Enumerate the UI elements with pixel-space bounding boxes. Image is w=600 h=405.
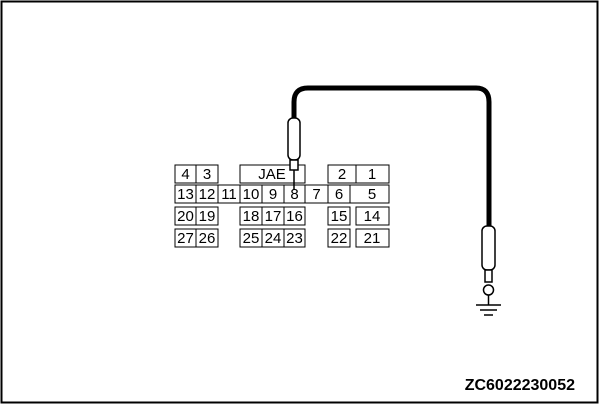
connector-face [174, 164, 390, 248]
pin-label-20: 20 [177, 208, 194, 225]
pin-label-23: 23 [286, 230, 303, 247]
pin-cell-15 [327, 206, 351, 226]
pin-cell-22 [327, 228, 351, 248]
pin-label-8: 8 [290, 186, 298, 203]
pin-label-11: 11 [221, 186, 237, 203]
test-lead-wire [291, 85, 492, 228]
pin-label-21: 21 [364, 230, 381, 247]
pin-cell-14 [355, 206, 390, 226]
pin-label-12: 12 [199, 186, 216, 203]
pin-label-15: 15 [331, 208, 348, 225]
pin-cell-1 [355, 164, 390, 184]
connector-name-label: JAE [258, 166, 286, 183]
pin-label-19: 19 [199, 208, 216, 225]
pin-label-16: 16 [286, 208, 303, 225]
pin-cell-19 [195, 206, 219, 226]
pin-label-22: 22 [331, 230, 348, 247]
pin-label-14: 14 [364, 208, 381, 225]
pin-label-7: 7 [312, 186, 320, 203]
pin-cell-3 [195, 164, 219, 184]
pin-label-24: 24 [265, 230, 282, 247]
pin-label-1: 1 [368, 166, 376, 183]
pin-label-3: 3 [203, 166, 211, 183]
pin-label-5: 5 [368, 186, 376, 203]
pin-cell-26 [195, 228, 219, 248]
pin-label-18: 18 [243, 208, 260, 225]
pin-label-6: 6 [335, 186, 343, 203]
pin-label-13: 13 [177, 186, 194, 203]
pin-label-17: 17 [265, 208, 282, 225]
pin-label-27: 27 [177, 230, 194, 247]
connector-name-cell [239, 164, 306, 184]
pin-cell-21 [355, 228, 390, 248]
pin-cell-5 [349, 184, 390, 204]
pin-label-2: 2 [338, 166, 346, 183]
pin-labels: 4 3 JAE 2 1 13 12 11 10 9 8 7 6 5 20 19 … [177, 166, 380, 247]
pin-label-4: 4 [181, 166, 189, 183]
pin-label-9: 9 [269, 186, 277, 203]
figure-code: ZC6022230052 [465, 377, 575, 394]
pin-label-26: 26 [199, 230, 216, 247]
pin-cell-16 [283, 206, 306, 226]
pin-cell-23 [283, 228, 306, 248]
ground-icon [476, 304, 501, 316]
pin-label-25: 25 [243, 230, 260, 247]
pin-label-10: 10 [243, 186, 260, 203]
probe-ground-side [481, 225, 496, 305]
probe-pin-side [287, 117, 301, 190]
